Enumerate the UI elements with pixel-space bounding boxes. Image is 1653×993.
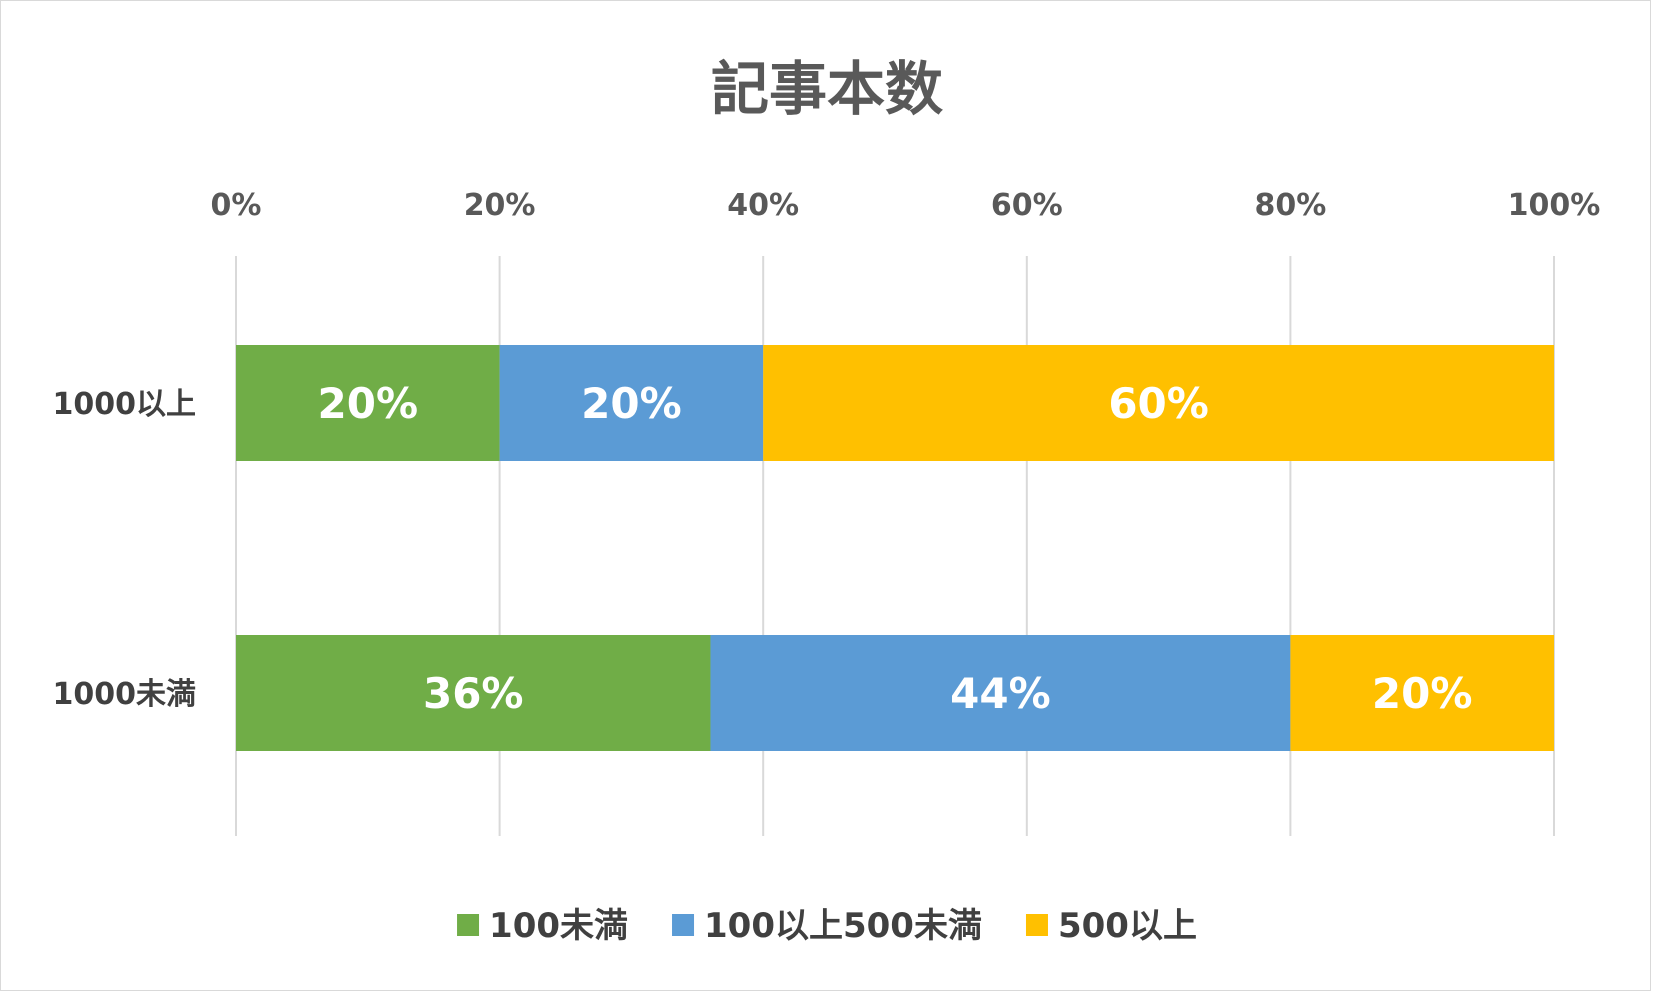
category-labels: 1000以上 1000未満	[53, 387, 197, 712]
bar-segment	[763, 345, 1554, 461]
chart-title: 記事本数	[711, 55, 943, 123]
category-label: 1000未満	[53, 677, 197, 712]
bar-segment	[1290, 635, 1554, 751]
legend-label: 100未満	[489, 906, 628, 946]
data-label: 20%	[1372, 669, 1473, 718]
bar-segment	[710, 635, 1291, 751]
data-label: 20%	[581, 379, 682, 428]
category-label: 1000以上	[53, 387, 197, 422]
x-tick-label: 80%	[1254, 188, 1326, 223]
x-axis-tick-labels: 0% 20% 40% 60% 80% 100%	[211, 188, 1601, 223]
bar-segment	[236, 345, 500, 461]
data-label: 44%	[950, 669, 1051, 718]
x-tick-label: 20%	[464, 188, 536, 223]
bar-segment	[236, 635, 711, 751]
legend-swatch	[1025, 914, 1048, 936]
x-tick-label: 40%	[727, 188, 799, 223]
x-tick-label: 60%	[991, 188, 1063, 223]
legend-label: 100以上500未満	[704, 906, 982, 946]
data-label: 60%	[1108, 379, 1209, 428]
bar-segment	[499, 345, 764, 461]
data-label: 36%	[423, 669, 524, 718]
legend-swatch	[672, 914, 695, 936]
x-tick-label: 0%	[211, 188, 262, 223]
legend: 100未満 100以上500未満 500以上	[457, 906, 1197, 946]
legend-label: 500以上	[1058, 906, 1197, 946]
bars	[236, 345, 1554, 751]
legend-swatch	[457, 914, 480, 936]
x-tick-label: 100%	[1508, 188, 1601, 223]
data-labels: 20% 20% 60% 36% 44% 20%	[318, 379, 1473, 718]
data-label: 20%	[318, 379, 419, 428]
